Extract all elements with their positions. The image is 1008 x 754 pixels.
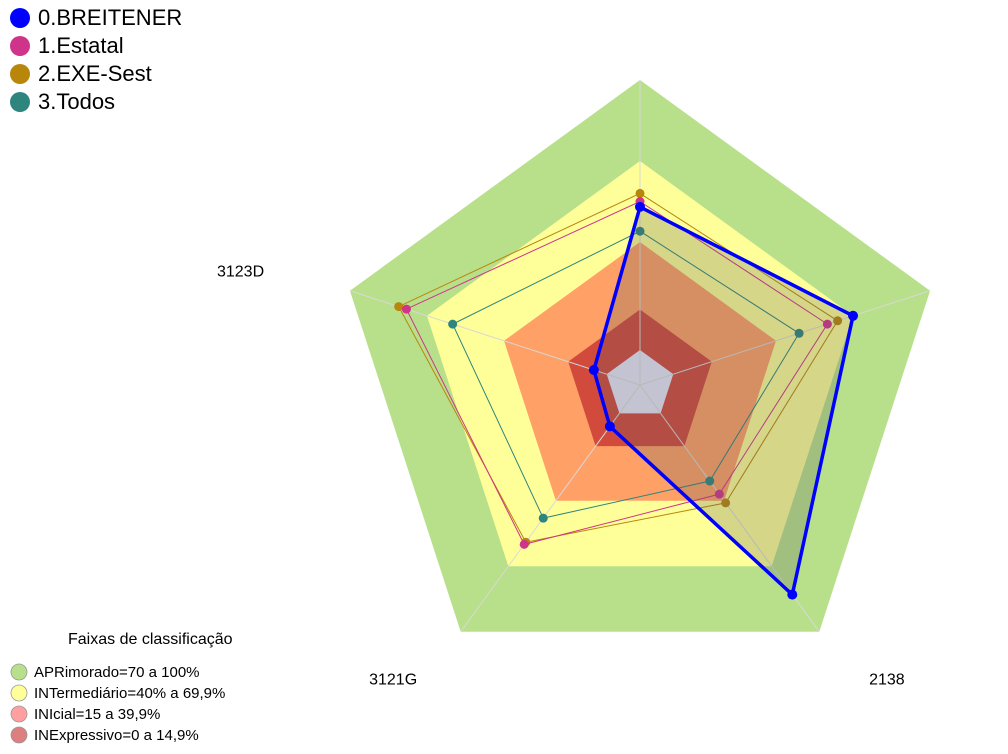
series-point <box>714 489 724 499</box>
series-point <box>705 476 715 486</box>
series-point <box>394 302 404 312</box>
legend-marker <box>10 36 30 56</box>
spoke <box>639 290 931 386</box>
axis-label: 2138 <box>869 672 905 689</box>
band-legend-label: INTermediário=40% a 69,9% <box>34 685 225 702</box>
axis-label: 3123D <box>217 263 264 280</box>
legend-label: 3.Todos <box>38 89 115 114</box>
series-line <box>451 230 800 519</box>
series-point <box>401 304 411 314</box>
axis-label: 3121G <box>369 672 417 689</box>
legend-marker <box>10 92 30 112</box>
series-point <box>787 589 798 600</box>
series-point <box>635 188 645 198</box>
series-point <box>721 498 731 508</box>
series-point <box>604 421 615 432</box>
band-legend-marker <box>10 705 28 723</box>
legend-marker <box>10 64 30 84</box>
legend-marker <box>10 8 30 28</box>
legend-label: 1.Estatal <box>38 33 124 58</box>
series-point <box>588 365 599 376</box>
series-point <box>519 539 529 549</box>
band-legend-marker <box>10 684 28 702</box>
band-legend-label: INExpressivo=0 a 14,9% <box>34 727 199 744</box>
series-point <box>822 319 832 329</box>
series-point <box>538 513 548 523</box>
series-line <box>592 204 856 598</box>
series-point <box>833 316 843 326</box>
band-legend-label: APRimorado=70 a 100% <box>34 664 200 681</box>
series-point <box>635 201 645 212</box>
series-line <box>405 200 829 545</box>
band-legend-label: INIcial=15 a 39,9% <box>34 706 160 723</box>
legend-label: 0.BREITENER <box>38 5 182 30</box>
band-legend-marker <box>10 663 28 681</box>
band-legend-marker <box>10 726 28 744</box>
series-point <box>848 310 859 321</box>
series-line <box>398 192 839 543</box>
series-point <box>794 328 804 338</box>
series-point <box>635 226 645 236</box>
series-point <box>448 319 458 329</box>
legend-label: 2.EXE-Sest <box>38 61 152 86</box>
bands-title: Faixas de classificação <box>68 631 233 648</box>
